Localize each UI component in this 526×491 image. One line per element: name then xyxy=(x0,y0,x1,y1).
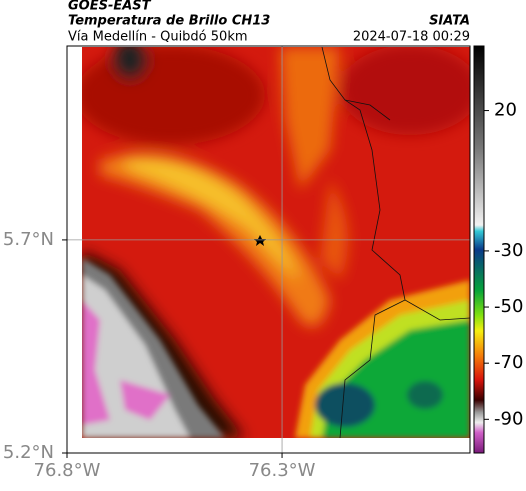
timestamp: 2024-07-18 00:29 xyxy=(353,30,470,45)
colorbar-label: -50 xyxy=(494,296,523,317)
title: Temperatura de Brillo CH13 xyxy=(68,14,270,29)
y-tick-label: 5.7°N xyxy=(3,229,54,250)
colorbar-label: -90 xyxy=(494,408,523,429)
frame xyxy=(66,45,471,454)
subtitle: Vía Medellín - Quibdó 50km xyxy=(68,30,248,45)
y-tick-label: 5.2°N xyxy=(3,442,54,463)
agency: GOES-EAST xyxy=(68,0,152,14)
colorbar-label: -70 xyxy=(494,352,523,373)
colorbar-label: 20 xyxy=(494,100,517,121)
satellite-image xyxy=(82,47,470,438)
x-tick-label: 76.3°W xyxy=(249,460,316,481)
colorbar-label: -30 xyxy=(494,240,523,261)
source: SIATA xyxy=(429,14,470,29)
location-marker xyxy=(254,235,266,246)
colorbar xyxy=(473,45,485,454)
x-tick-label: 76.8°W xyxy=(34,460,101,481)
